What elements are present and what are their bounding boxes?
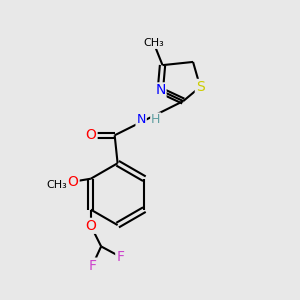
Text: O: O [86, 128, 97, 142]
Text: F: F [88, 259, 96, 273]
Text: H: H [151, 113, 160, 126]
Text: N: N [136, 113, 146, 126]
Text: CH₃: CH₃ [143, 38, 164, 48]
Text: S: S [196, 80, 205, 94]
Text: O: O [85, 219, 96, 233]
Text: N: N [155, 83, 166, 98]
Text: CH₃: CH₃ [46, 180, 68, 190]
Text: F: F [116, 250, 124, 264]
Text: O: O [68, 175, 79, 189]
